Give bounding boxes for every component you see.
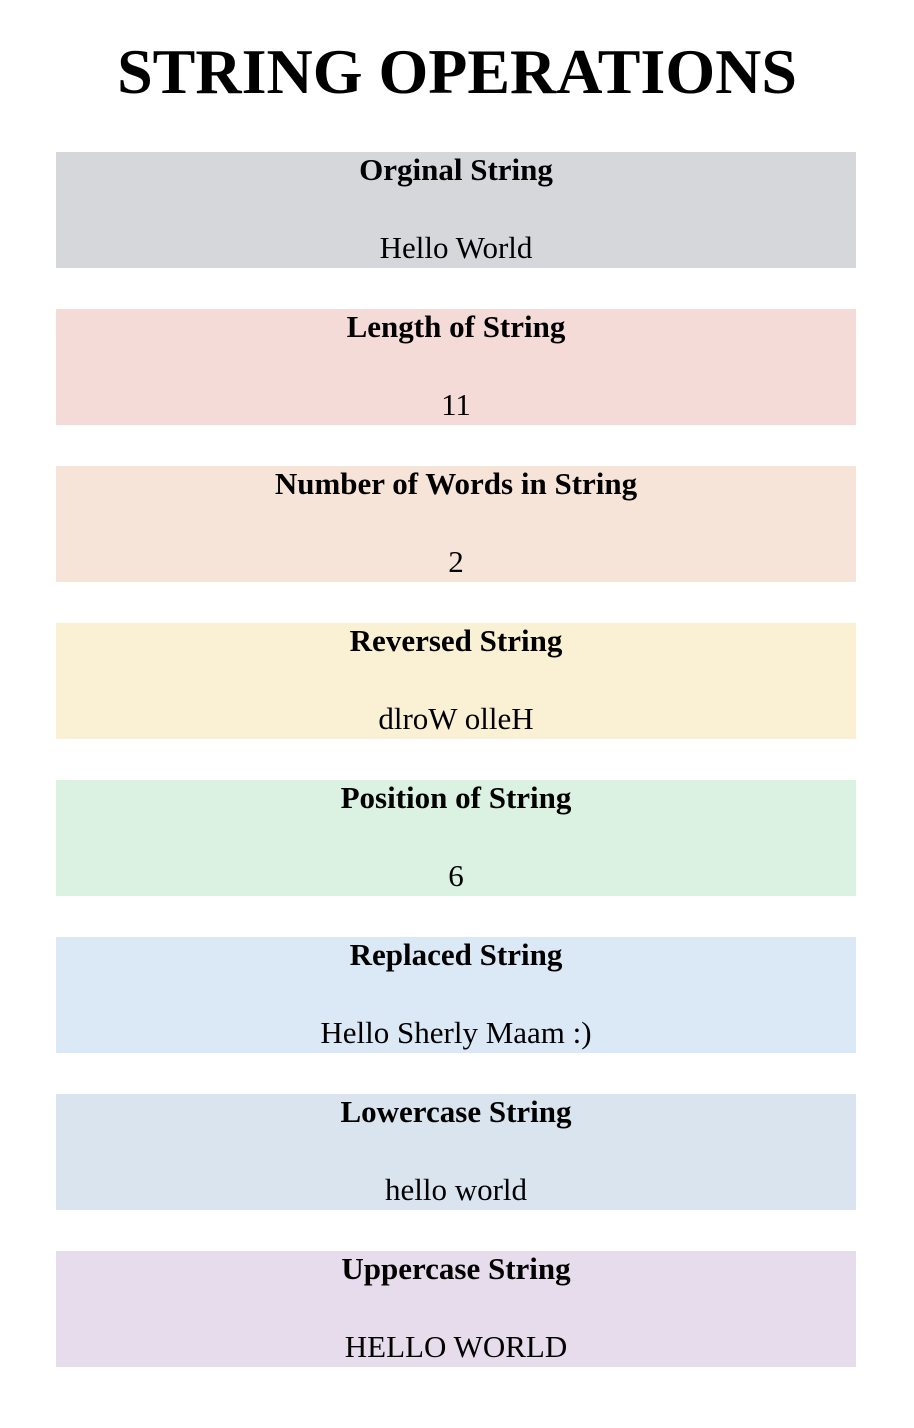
card-lowercase-string: Lowercase String hello world (56, 1094, 856, 1210)
card-value: HELLO WORLD (344, 1329, 568, 1364)
card-heading: Orginal String (359, 152, 553, 187)
card-heading: Lowercase String (340, 1094, 572, 1129)
card-replaced-string: Replaced String Hello Sherly Maam :) (56, 937, 856, 1053)
card-value: 11 (441, 387, 471, 422)
card-uppercase-string: Uppercase String HELLO WORLD (56, 1251, 856, 1367)
card-heading: Position of String (340, 780, 572, 815)
card-heading: Uppercase String (341, 1251, 571, 1286)
card-value: hello world (384, 1172, 528, 1207)
card-value: 2 (448, 544, 464, 579)
card-position-of-string: Position of String 6 (56, 780, 856, 896)
card-reversed-string: Reversed String dlroW olleH (56, 623, 856, 739)
card-original-string: Orginal String Hello World (56, 152, 856, 268)
card-heading: Reversed String (349, 623, 563, 658)
card-length-of-string: Length of String 11 (56, 309, 856, 425)
card-heading: Length of String (346, 309, 566, 344)
card-number-of-words: Number of Words in String 2 (56, 466, 856, 582)
card-value: 6 (448, 858, 464, 893)
card-value: dlroW olleH (378, 701, 534, 736)
result-card-list: Orginal String Hello World Length of Str… (56, 152, 856, 1408)
card-value: Hello World (379, 230, 533, 265)
card-value: Hello Sherly Maam :) (320, 1015, 592, 1050)
page-title: STRING OPERATIONS (117, 36, 797, 107)
card-heading: Number of Words in String (274, 466, 638, 501)
card-heading: Replaced String (349, 937, 563, 972)
